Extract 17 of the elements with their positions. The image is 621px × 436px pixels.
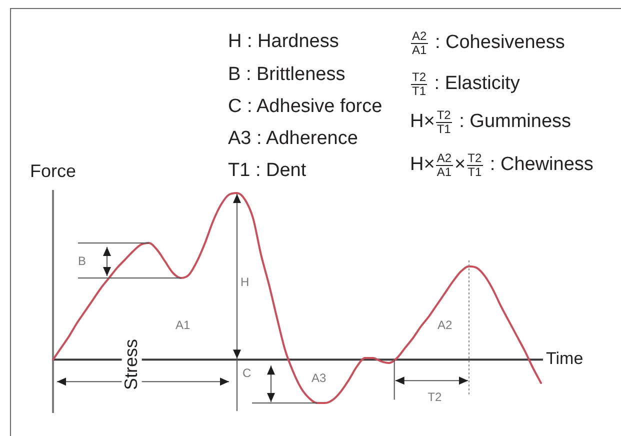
text: H×$^{A2}$$_{A1}$×$^{T2}$$_{T1}$ : Chewiness xyxy=(410,151,594,179)
annotation: A3 xyxy=(312,370,326,385)
text: B : Brittleness xyxy=(228,64,346,86)
annotation: C xyxy=(242,366,252,380)
annotation: H xyxy=(240,275,250,290)
annotation: Stress xyxy=(121,339,142,390)
annotation: B xyxy=(78,254,86,268)
text: H×$^{T2}$$_{T1}$ : Gumminess xyxy=(410,108,572,136)
annotation: A1 xyxy=(176,318,190,332)
text: A3 : Adherence xyxy=(228,128,358,150)
annotation: A2 xyxy=(438,318,452,332)
annotation: T2 xyxy=(428,390,442,404)
text: H : Hardness xyxy=(228,30,339,52)
text: C : Adhesive force xyxy=(228,96,382,118)
y-axis-title: Force xyxy=(30,161,76,182)
text: T1 : Dent xyxy=(228,160,306,182)
x-axis-title: Time xyxy=(546,349,584,369)
